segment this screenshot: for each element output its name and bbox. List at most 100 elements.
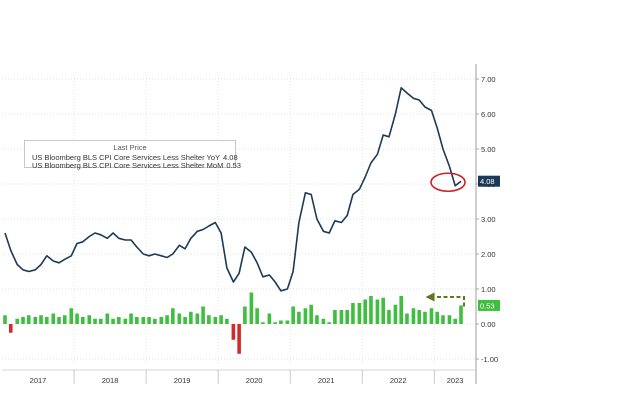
mom-bar (447, 315, 452, 324)
mom-bar (309, 304, 313, 324)
mom-bar (435, 311, 440, 324)
last-value-text: 0.53 (480, 301, 495, 310)
year-separators (73, 370, 435, 384)
x-tick-label: 2017 (30, 376, 47, 385)
mom-bar (327, 322, 331, 324)
mom-bar (249, 292, 254, 324)
mom-bar (15, 318, 20, 324)
mom-bar (291, 306, 295, 324)
yoy-series-line (4, 87, 462, 292)
mom-bar (123, 318, 128, 324)
mom-bar (399, 296, 404, 324)
mom-bar (381, 297, 385, 324)
mom-bar (273, 322, 277, 324)
y-tick-label: 1.00 (481, 285, 496, 294)
mom-bar (159, 317, 164, 324)
y-tick-label: 7.00 (481, 75, 496, 84)
mom-bar (255, 308, 259, 324)
mom-bar (411, 308, 416, 324)
x-axis: 2017 2018 2019 2020 2021 2022 2023 (2, 369, 476, 385)
mom-bar (105, 313, 110, 324)
highlight-circle (430, 172, 466, 193)
mom-bar (453, 318, 458, 324)
mom-bar (153, 318, 157, 324)
legend-value-yoy: 4.08 (223, 152, 238, 162)
mom-bar (393, 304, 398, 324)
mom-bar (297, 311, 301, 324)
mom-bar (141, 317, 146, 324)
legend-entry-yoy: US Bloomberg BLS CPI Core Services Less … (29, 152, 238, 162)
mom-bar (207, 315, 211, 324)
mom-bar (261, 322, 265, 324)
mom-bar (321, 318, 326, 324)
legend-label-yoy: US Bloomberg BLS CPI Core Services Less … (32, 152, 221, 162)
mom-bar (39, 315, 43, 324)
mom-bar (231, 324, 236, 340)
mom-bar (8, 324, 13, 333)
mom-bar (62, 315, 67, 324)
mom-bar (219, 315, 223, 324)
mom-bar (171, 308, 175, 324)
mom-bar (345, 310, 349, 324)
mom-bar (315, 315, 319, 324)
x-tick-label: 2020 (246, 376, 263, 385)
x-tick-label: 2023 (447, 376, 464, 385)
mom-bar (357, 303, 362, 324)
mom-bar (21, 317, 25, 324)
mom-bar (267, 313, 272, 324)
legend-label-mom: US Bloomberg BLS CPI Core Services Less … (32, 160, 224, 170)
mom-bar (339, 310, 344, 324)
y-tick-label: 3.00 (481, 215, 496, 224)
mom-bar (333, 310, 337, 324)
mom-bars (3, 292, 463, 354)
mom-bar (441, 315, 445, 324)
mom-bar (225, 318, 229, 324)
yoy-line (4, 87, 462, 292)
mom-bar (303, 308, 308, 324)
mom-bar (81, 317, 85, 324)
legend-value-mom: 0.53 (226, 160, 241, 170)
mom-bar (69, 308, 74, 324)
mom-bar (111, 318, 115, 324)
y-axis: 7.006.005.004.003.002.001.000.00-1.00 (475, 64, 498, 384)
mom-bar (351, 303, 355, 324)
mom-bar (135, 317, 139, 324)
mom-bar (57, 317, 61, 324)
mom-bar (183, 317, 187, 324)
mom-bar (201, 306, 205, 324)
mom-bar (405, 313, 409, 324)
mom-bar (417, 310, 422, 324)
x-tick-label: 2021 (318, 376, 335, 385)
mom-bar (129, 313, 133, 324)
mom-bar (75, 313, 79, 324)
mom-bar (87, 315, 92, 324)
y-tick-label: 6.00 (481, 110, 496, 119)
legend-title: Last Price (113, 143, 147, 152)
mom-bar (44, 317, 49, 324)
mom-bar (93, 318, 97, 324)
x-tick-label: 2018 (102, 376, 119, 385)
mom-bar (459, 305, 463, 324)
y-tick-label: 5.00 (481, 145, 496, 154)
gridlines (2, 72, 476, 366)
dashed-arrow-line (433, 296, 465, 307)
y-tick-label: 0.00 (481, 320, 496, 329)
last-value-tag (478, 175, 500, 187)
last-value-text: 4.08 (480, 177, 495, 186)
mom-bar (213, 317, 218, 324)
y-tick-label: -1.00 (481, 355, 498, 364)
mom-bar (147, 317, 151, 324)
mom-bar (429, 308, 434, 324)
mom-bar (375, 299, 380, 324)
y-tick-label: 2.00 (481, 250, 496, 259)
mom-bar (369, 296, 373, 324)
mom-bar (279, 320, 283, 324)
legend: Last Price US Bloomberg BLS CPI Core Ser… (24, 140, 241, 170)
mom-bar (237, 324, 241, 354)
mom-bar (243, 306, 247, 324)
mom-bar (189, 311, 193, 324)
x-tick-label: 2019 (174, 376, 191, 385)
mom-bar (363, 299, 367, 324)
mom-bar (285, 320, 290, 324)
